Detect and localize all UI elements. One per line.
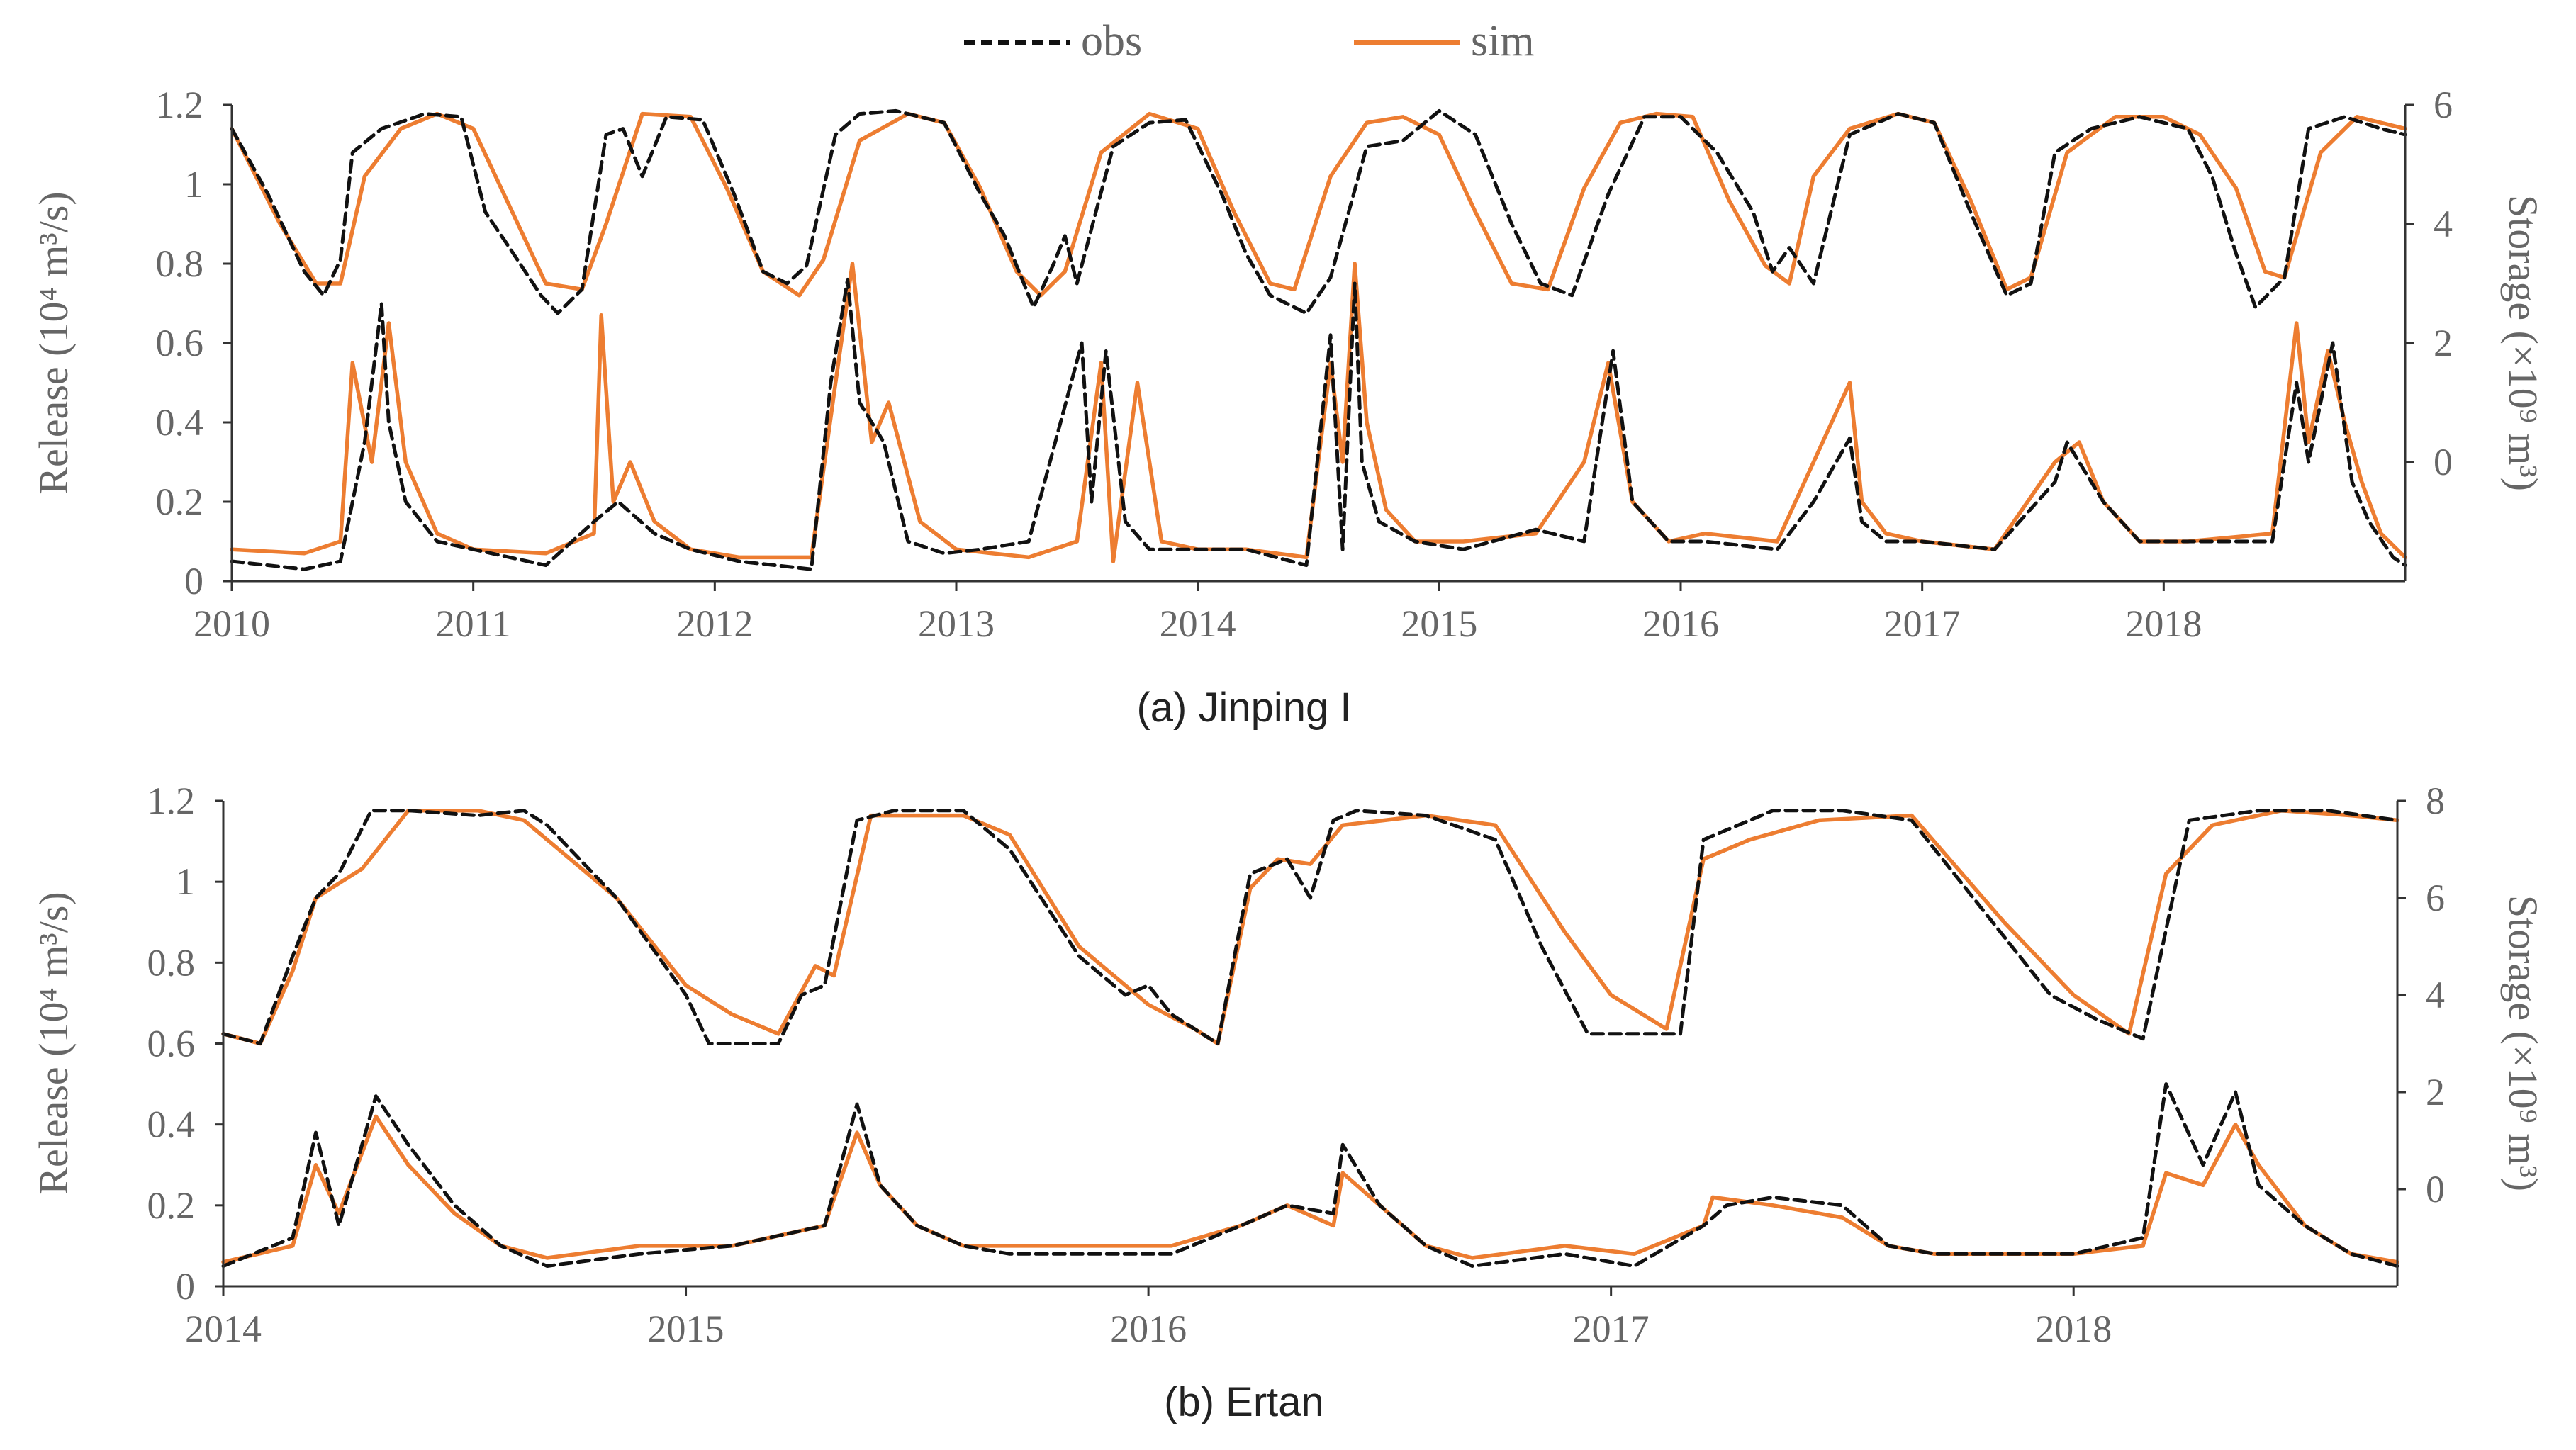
storage-sim-line-ertan (221, 808, 2399, 1046)
x-tick-label: 2012 (676, 602, 753, 645)
x-tick-label: 2011 (436, 602, 511, 645)
y-right-tick-label: 4 (2434, 203, 2453, 245)
x-tick-label: 2014 (1160, 602, 1236, 645)
y-left-tick-label: 1.2 (147, 780, 196, 822)
y-right-tick-label: 8 (2426, 780, 2445, 822)
y-left-tick-label: 0.6 (147, 1023, 196, 1065)
y-left-ticks-jinping: 0 0.2 0.4 0.6 0.8 1 1.2 (156, 84, 232, 602)
x-tick-label: 2017 (1884, 602, 1961, 645)
y-left-tick-label: 0.8 (147, 941, 196, 984)
x-tick-label: 2015 (648, 1308, 724, 1350)
y-right-tick-label: 4 (2426, 974, 2445, 1016)
legend: obs sim (964, 17, 1535, 65)
y-left-title-ertan: Release (10⁴ m³/s) (30, 892, 77, 1194)
y-left-tick-label: 0.2 (156, 480, 204, 523)
legend-sim-label: sim (1471, 17, 1535, 65)
x-ticks-jinping: 2010 2011 2012 2013 2014 2015 2016 2017 2018 (194, 581, 2202, 645)
x-tick-label: 2010 (194, 602, 270, 645)
panel-ertan: 2014 2015 2016 2017 2018 0 0.2 0.4 0.6 0.8 1 1.2 0… (30, 780, 2546, 1425)
y-right-title-ertan: Storage (×10⁹ m³) (2500, 895, 2546, 1191)
y-right-ticks-ertan: 0 2 4 6 8 (2397, 780, 2445, 1210)
panel-jinping: 2010 2011 2012 2013 2014 2015 2016 2017 2018 00.… (30, 84, 2546, 731)
x-tick-label: 2014 (185, 1308, 262, 1350)
x-tick-label: 2015 (1401, 602, 1477, 645)
panel-title-jinping: (a) Jinping I (1136, 685, 1351, 731)
y-left-tick-label: 0.4 (156, 401, 204, 444)
x-tick-label: 2018 (2035, 1308, 2112, 1350)
x-tick-label: 2017 (1573, 1308, 1650, 1350)
y-left-tick-label: 0.2 (147, 1184, 196, 1227)
y-right-tick-label: 2 (2426, 1071, 2445, 1113)
x-tick-label: 2013 (918, 602, 995, 645)
release-obs-line-jinping (230, 277, 2407, 571)
y-left-tick-label: 1 (176, 860, 195, 903)
y-right-tick-label: 2 (2434, 322, 2453, 364)
y-left-title-jinping: Release (10⁴ m³/s) (30, 191, 77, 494)
x-ticks-ertan: 2014 2015 2016 2017 2018 (185, 1286, 2112, 1350)
y-right-tick-label: 0 (2434, 441, 2453, 483)
plot-area-jinping (230, 108, 2407, 571)
release-sim-line-ertan (221, 1114, 2399, 1264)
x-tick-label: 2016 (1642, 602, 1719, 645)
x-tick-label: 2018 (2125, 602, 2202, 645)
y-right-tick-label: 6 (2434, 84, 2453, 126)
plot-area-ertan (221, 808, 2399, 1268)
y-left-tick-label: 0 (176, 1265, 195, 1308)
x-tick-label: 2016 (1110, 1308, 1187, 1350)
y-right-title-jinping: Storage (×10⁹ m³) (2500, 195, 2546, 491)
y-left-tick-label: 1 (184, 163, 203, 206)
legend-obs-label: obs (1081, 17, 1142, 65)
y-right-ticks-jinping: 0 2 4 6 (2405, 84, 2453, 483)
y-left-tick-label: 0.6 (156, 322, 204, 364)
y-left-tick-label: 1.2 (156, 84, 204, 126)
panel-title-ertan: (b) Ertan (1164, 1379, 1324, 1425)
release-obs-line-ertan (221, 1082, 2399, 1268)
storage-sim-line-jinping (230, 111, 2407, 298)
y-left-tick-label: 0.8 (156, 242, 204, 285)
y-left-ticks-ertan: 0 0.2 0.4 0.6 0.8 1 1.2 (147, 780, 223, 1308)
release-sim-line-jinping (230, 262, 2407, 563)
storage-obs-line-jinping (230, 108, 2407, 315)
storage-obs-line-ertan (221, 809, 2399, 1045)
y-right-tick-label: 0 (2426, 1168, 2445, 1210)
y-left-tick-label: 0 (184, 560, 203, 602)
y-right-tick-label: 6 (2426, 877, 2445, 919)
y-left-tick-label: 0.4 (147, 1103, 196, 1146)
